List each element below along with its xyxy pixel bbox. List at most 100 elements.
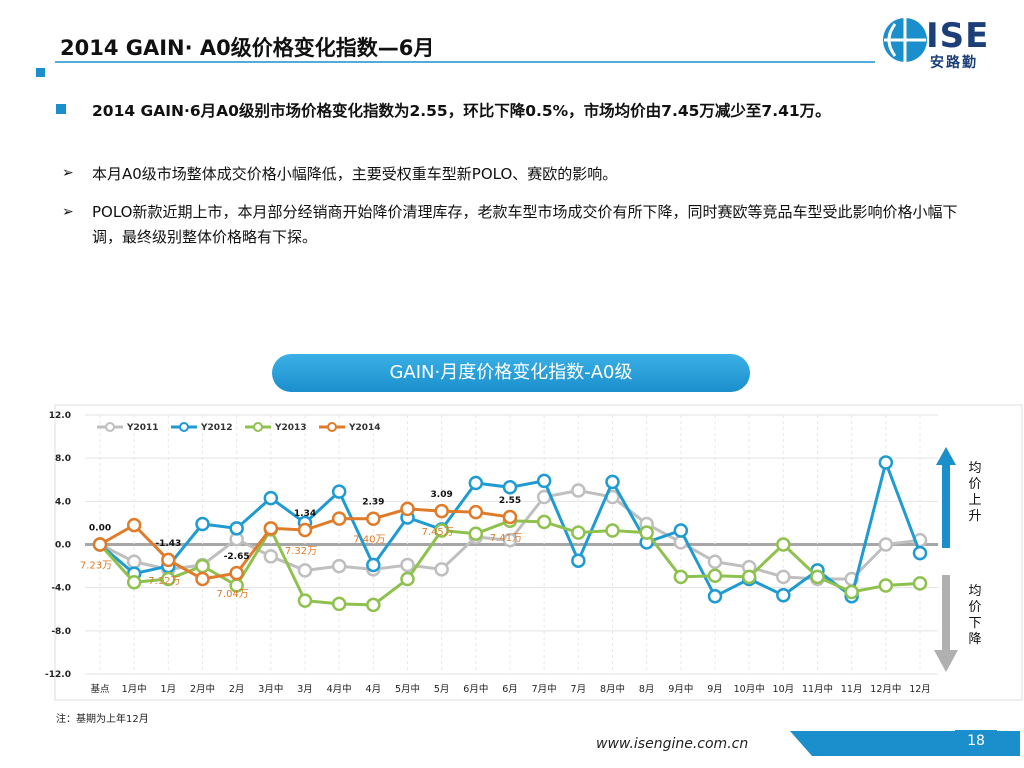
price-label: 7.41万 — [490, 533, 522, 544]
point-marker — [468, 526, 484, 541]
point-marker — [297, 522, 313, 538]
bullet-square — [56, 104, 66, 114]
legend-label: Y2013 — [274, 423, 307, 433]
x-tick-label: 2月中 — [190, 683, 215, 695]
x-tick-label: 2月 — [229, 684, 245, 695]
x-tick-label: 12月 — [909, 684, 931, 695]
legend-marker — [105, 422, 115, 432]
point-marker — [776, 537, 791, 552]
x-tick-label: 11月 — [841, 684, 863, 695]
point-marker — [400, 571, 415, 587]
x-tick-label: 10月 — [773, 684, 795, 695]
legend-marker — [253, 422, 263, 432]
point-marker — [844, 584, 859, 600]
point-marker — [434, 503, 449, 519]
point-marker — [263, 549, 279, 564]
point-marker — [571, 553, 586, 568]
point-marker — [707, 568, 723, 584]
point-marker — [126, 554, 142, 570]
point-marker — [263, 521, 279, 536]
x-tick-label: 4月 — [366, 684, 382, 695]
legend-label: Y2011 — [126, 423, 159, 433]
x-tick-label: 9月 — [707, 684, 723, 695]
point-marker — [331, 596, 347, 612]
footer-url: www.isengine.com.cn — [596, 736, 749, 752]
side-label: 均价下降 — [968, 584, 982, 647]
y-tick-label: -4.0 — [51, 584, 71, 594]
point-marker — [366, 597, 381, 613]
point-marker — [434, 523, 449, 538]
bullet-text: 2014 GAIN·6月A0级别市场价格变化指数为2.55，环比下降0.5%，市… — [92, 102, 831, 120]
point-marker — [331, 484, 347, 499]
point-marker — [366, 511, 381, 526]
x-tick-label: 6月中 — [463, 683, 488, 695]
point-marker — [536, 514, 552, 530]
point-marker — [331, 511, 347, 526]
point-marker — [468, 475, 484, 491]
bullet-arrow: ➢ — [62, 204, 74, 220]
x-tick-label: 7月中 — [532, 683, 557, 695]
point-marker — [468, 504, 484, 520]
point-marker — [605, 474, 620, 490]
y-tick-label: -12.0 — [45, 670, 71, 680]
logo-globe-lines — [884, 18, 926, 62]
data-label: 2.55 — [499, 496, 521, 506]
footnote: 注：基期为上年12月 — [56, 714, 149, 725]
legend-label: Y2012 — [200, 423, 233, 433]
data-label: 2.39 — [362, 498, 384, 508]
price-label: 7.04万 — [217, 589, 249, 600]
chart-frame — [54, 404, 1023, 701]
point-marker — [912, 545, 928, 561]
x-tick-label: 6月 — [502, 684, 518, 695]
point-marker — [331, 558, 347, 574]
x-tick-label: 12月中 — [870, 683, 901, 695]
point-marker — [707, 589, 723, 604]
point-marker — [195, 571, 210, 587]
page-number: 18 — [955, 730, 997, 752]
chart: -12.0 -8.0 -4.0 0.0 4.0 8.0 12.0 基点 1月中 1月 2月中 2月 3月… — [45, 411, 938, 695]
point-marker — [297, 563, 313, 578]
point-marker — [502, 509, 518, 525]
y-tick-label: 4.0 — [55, 497, 71, 507]
point-marker — [536, 473, 552, 489]
point-marker — [776, 569, 791, 585]
chart-header: GAIN·月度价格变化指数-A0级 — [272, 354, 750, 392]
point-marker — [673, 523, 689, 538]
data-label: -1.43 — [155, 539, 181, 549]
data-label: -2.65 — [224, 552, 250, 562]
y-tick-label: 8.0 — [55, 454, 71, 464]
bullet-arrow: ➢ — [62, 165, 74, 181]
x-tick-label: 5月中 — [395, 683, 420, 695]
x-tick-label: 11月中 — [802, 683, 833, 695]
point-marker — [229, 521, 244, 536]
x-tick-label: 4月中 — [327, 683, 352, 695]
logo-text: ISE — [926, 16, 990, 56]
point-marker — [297, 593, 313, 608]
point-marker — [810, 569, 825, 585]
point-marker — [571, 483, 586, 498]
point-marker — [707, 554, 723, 570]
point-marker — [639, 525, 654, 540]
point-marker — [229, 565, 244, 581]
point-marker — [92, 537, 108, 552]
point-marker — [776, 587, 791, 603]
up-arrow — [936, 447, 956, 548]
x-tick-label: 1月中 — [122, 683, 147, 695]
price-label: 7.12万 — [148, 576, 180, 587]
point-marker — [195, 558, 210, 574]
x-tick-label: 10月中 — [734, 683, 765, 695]
legend-marker — [179, 422, 189, 432]
side-label: 均价上升 — [968, 461, 982, 524]
x-tick-label: 1月 — [161, 684, 177, 695]
y-tick-label: -8.0 — [51, 627, 71, 637]
x-tick-label: 8月 — [639, 684, 655, 695]
point-marker — [878, 455, 894, 470]
down-arrow — [934, 575, 958, 672]
point-marker — [878, 537, 894, 552]
legend-label: Y2014 — [348, 423, 381, 433]
price-label: 7.23万 — [80, 561, 112, 572]
x-tick-label: 9月中 — [668, 683, 693, 695]
point-marker — [878, 578, 894, 593]
x-tick-label: 8月中 — [600, 683, 625, 695]
